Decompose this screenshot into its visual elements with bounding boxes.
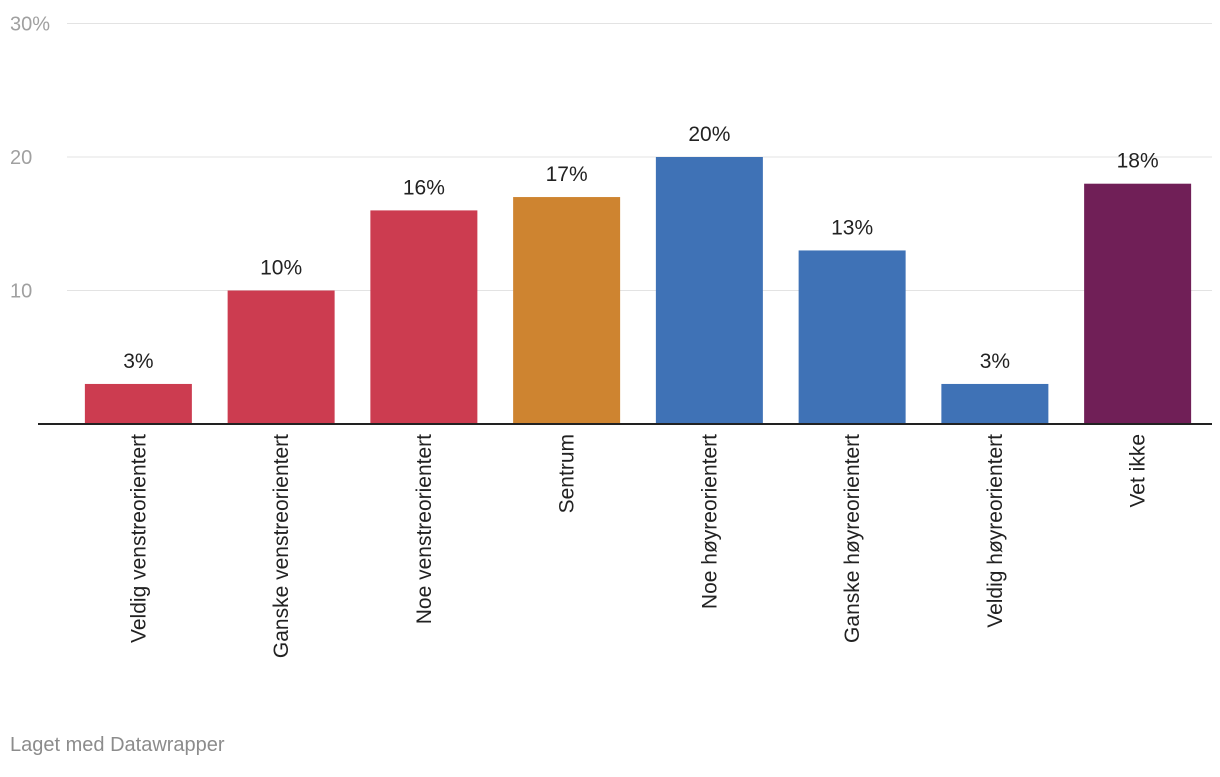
data-label: 17% bbox=[546, 163, 588, 186]
data-label: 18% bbox=[1117, 150, 1159, 173]
data-label: 20% bbox=[688, 123, 730, 146]
x-tick-label: Sentrum bbox=[556, 434, 579, 513]
footer-credit: Laget med Datawrapper bbox=[10, 734, 225, 756]
y-tick-label: 20 bbox=[10, 147, 32, 169]
gridlines bbox=[67, 23, 1212, 291]
bar bbox=[941, 383, 1049, 424]
x-tick-label: Ganske høyreorientert bbox=[841, 434, 864, 643]
data-label: 13% bbox=[831, 216, 873, 239]
bar bbox=[513, 197, 621, 424]
data-label: 16% bbox=[403, 176, 445, 199]
data-label: 3% bbox=[980, 350, 1010, 373]
x-tick-label: Noe venstreorientert bbox=[413, 434, 436, 624]
x-tick-label: Veldig venstreorientert bbox=[127, 434, 150, 643]
x-axis-category-labels: Veldig venstreorientert Ganske venstreori… bbox=[127, 434, 1149, 658]
data-label: 3% bbox=[123, 350, 153, 373]
bar bbox=[84, 383, 192, 424]
x-tick-label: Veldig høyreorientert bbox=[984, 434, 1007, 628]
value-labels: 3% 10% 16% 17% 20% 13% 3% 18% bbox=[123, 123, 1158, 373]
x-tick-label: Noe høyreorientert bbox=[698, 434, 721, 609]
bar bbox=[1084, 183, 1192, 424]
y-tick-label: 10 bbox=[10, 281, 32, 303]
y-tick-label: 30% bbox=[10, 14, 50, 36]
bar bbox=[798, 250, 906, 424]
bars bbox=[84, 157, 1192, 424]
bar bbox=[227, 290, 335, 424]
y-axis-tick-labels: 10 20 30% bbox=[10, 14, 50, 303]
bar bbox=[370, 210, 478, 424]
x-tick-label: Ganske venstreorientert bbox=[270, 434, 293, 658]
x-tick-label: Vet ikke bbox=[1127, 434, 1150, 508]
bar bbox=[655, 157, 763, 424]
data-label: 10% bbox=[260, 257, 302, 280]
